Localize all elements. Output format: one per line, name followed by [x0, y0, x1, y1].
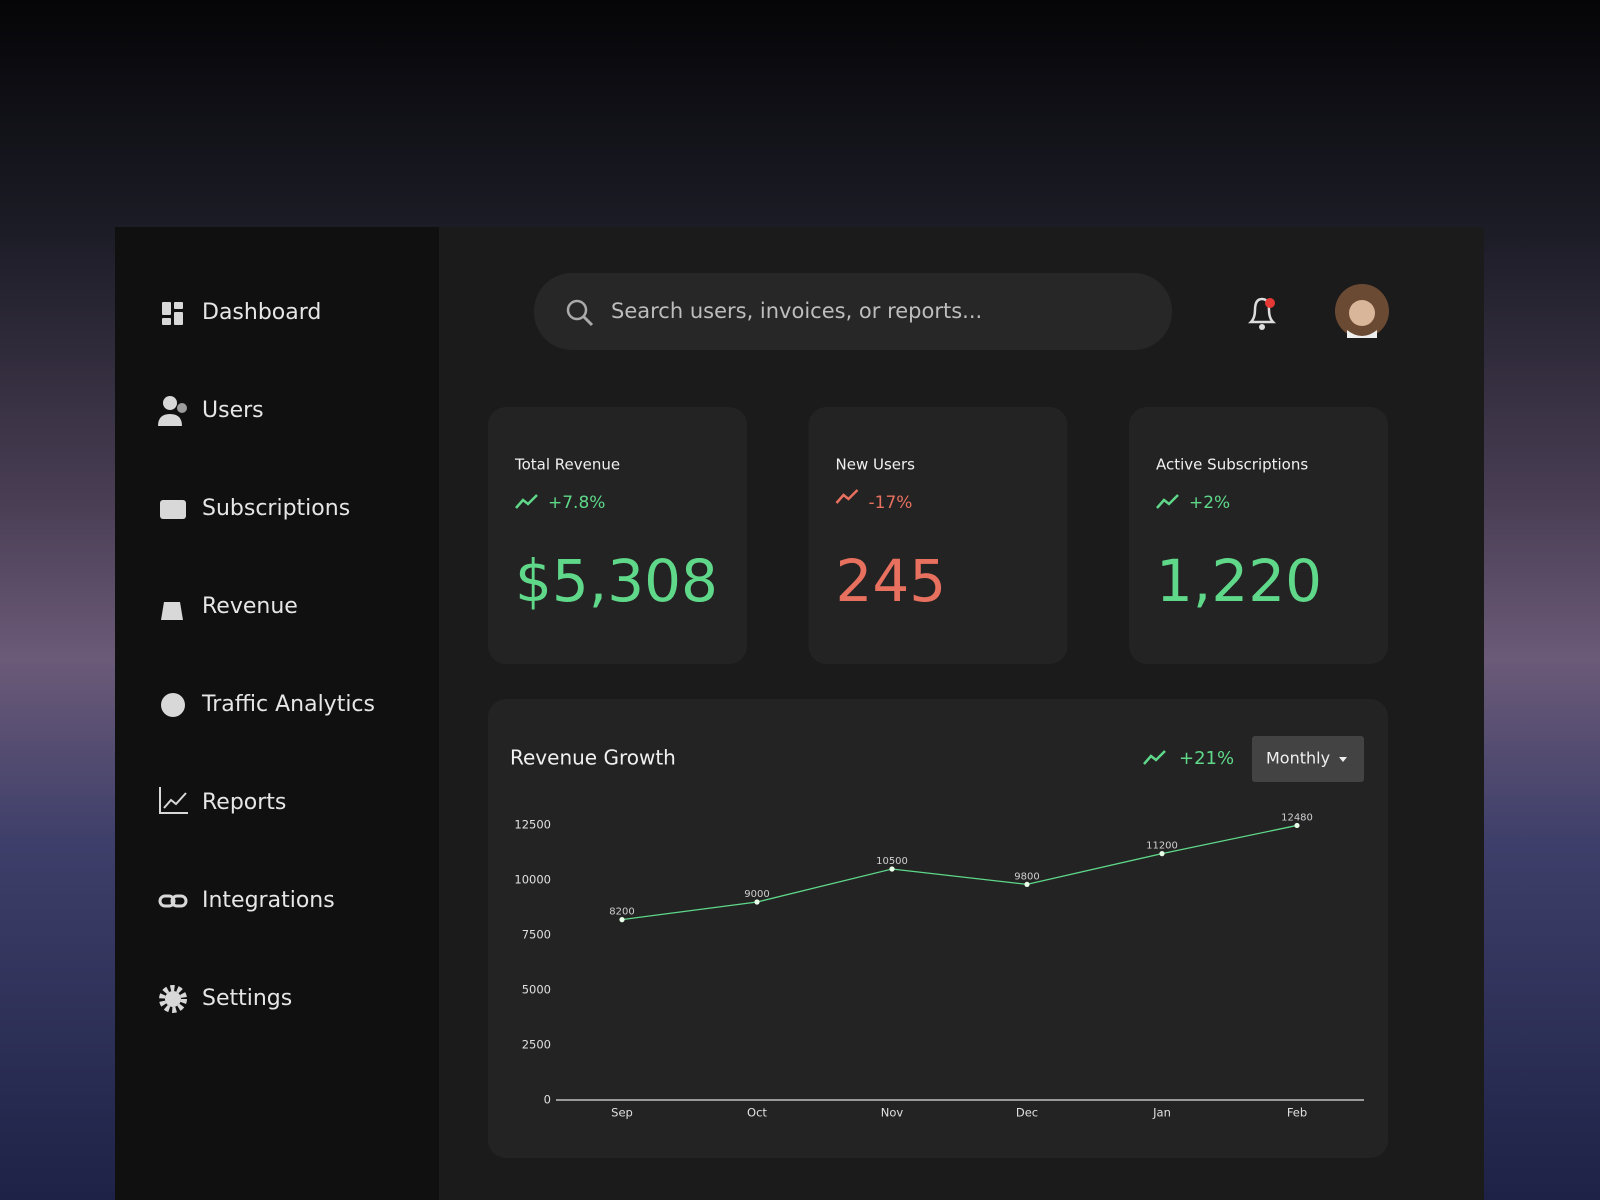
nav-item[interactable]: Reports: [202, 790, 286, 815]
nav-icons: [158, 302, 188, 1013]
notification-bell[interactable]: [1247, 297, 1277, 330]
period-label: Monthly: [1266, 749, 1330, 768]
data-point: [1294, 822, 1300, 829]
nav-item[interactable]: Traffic Analytics: [201, 692, 375, 717]
nav-item[interactable]: Users: [202, 398, 264, 423]
data-label: 11200: [1146, 841, 1178, 852]
search-bar[interactable]: [534, 273, 1172, 350]
chart-change: +21%: [1179, 748, 1234, 769]
nav-item[interactable]: Dashboard: [202, 300, 321, 325]
stat-change: +2%: [1189, 493, 1230, 513]
data-label: 9000: [744, 889, 769, 900]
stat-card: [808, 407, 1068, 664]
dropdown-caret: [1339, 757, 1347, 762]
revenue-line: [621, 824, 1298, 921]
y-tick-label: 2500: [522, 1038, 551, 1052]
data-label: 8200: [609, 907, 634, 918]
data-point: [1159, 851, 1165, 857]
x-tick-label: Oct: [747, 1106, 767, 1120]
chart-card: [488, 699, 1388, 1158]
stat-value: 1,220: [1156, 547, 1322, 615]
stat-title: Active Subscriptions: [1156, 456, 1308, 474]
x-tick-label: Feb: [1287, 1106, 1307, 1120]
stat-change: +7.8%: [548, 493, 605, 513]
trend-icon: [1143, 750, 1166, 765]
stat-value: 245: [836, 547, 947, 615]
data-point: [1024, 881, 1030, 888]
nav-item[interactable]: Integrations: [202, 888, 335, 913]
trend-icon: [1156, 494, 1179, 509]
stat-title: Total Revenue: [514, 456, 620, 474]
x-tick-label: Jan: [1152, 1106, 1171, 1120]
stat-title: New Users: [836, 456, 916, 474]
stat-card: [488, 407, 747, 664]
y-tick-label: 7500: [522, 928, 551, 942]
trend-icon: [835, 489, 859, 504]
x-tick-label: Nov: [881, 1106, 904, 1120]
stat-card: [1129, 407, 1388, 664]
trend-icon: [515, 494, 538, 509]
search-placeholder: Search users, invoices, or reports...: [611, 299, 982, 323]
x-tick-label: Sep: [611, 1106, 633, 1120]
y-tick-label: 5000: [522, 983, 551, 997]
data-label: 10500: [876, 856, 908, 867]
nav-item[interactable]: Subscriptions: [202, 496, 350, 521]
period-dropdown[interactable]: [1252, 736, 1364, 782]
nav-item[interactable]: Revenue: [202, 594, 298, 619]
x-tick-label: Dec: [1016, 1106, 1038, 1120]
data-point: [754, 899, 760, 905]
data-point: [619, 917, 625, 923]
search-icon: [566, 299, 588, 321]
data-label: 9800: [1014, 871, 1039, 882]
y-tick-label: 12500: [514, 818, 551, 832]
stat-value: $5,308: [515, 547, 718, 615]
data-point: [889, 866, 895, 872]
chart-title: Revenue Growth: [510, 746, 676, 770]
nav-item[interactable]: Settings: [202, 986, 292, 1011]
y-tick-label: 10000: [514, 873, 551, 887]
stat-change: -17%: [869, 493, 913, 513]
data-label: 12480: [1281, 812, 1313, 823]
y-tick-label: 0: [544, 1093, 551, 1107]
user-avatar[interactable]: [1335, 284, 1389, 338]
search-icon: [582, 315, 594, 327]
